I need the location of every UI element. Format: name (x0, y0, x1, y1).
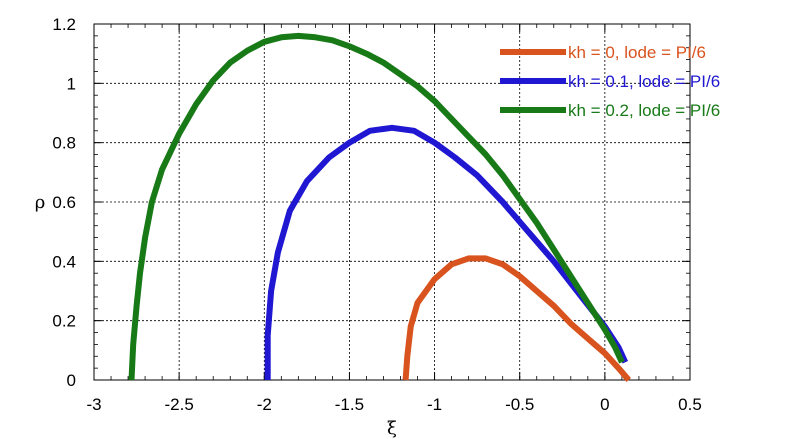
legend-label-1: kh = 0, lode = PI/6 (568, 43, 706, 62)
series-line-3 (128, 32, 625, 381)
y-tick-label: 0.6 (52, 193, 76, 212)
y-tick-label: 0 (67, 371, 76, 390)
y-tick-label: 0.2 (52, 312, 76, 331)
y-tick-label: 0.4 (52, 252, 76, 271)
x-tick-label: -3 (86, 395, 101, 414)
y-tick-label: 1 (67, 74, 76, 93)
x-tick-labels: -3 -2.5 -2 -1.5 -1 -0.5 0 0.5 (86, 395, 701, 414)
series-lines (128, 32, 631, 382)
axis-ticks (93, 23, 691, 381)
legend: kh = 0, lode = PI/6 kh = 0.1, lode = PI/6… (500, 43, 720, 120)
x-axis-title: ξ (387, 418, 397, 439)
x-tick-label: -2.5 (164, 395, 193, 414)
x-tick-label: -1 (427, 395, 442, 414)
x-tick-label: -0.5 (505, 395, 534, 414)
x-tick-label: -2 (257, 395, 272, 414)
x-tick-label: 0 (600, 395, 609, 414)
grid-lines (94, 24, 690, 380)
legend-label-2: kh = 0.1, lode = PI/6 (568, 72, 720, 91)
x-tick-label: -1.5 (335, 395, 364, 414)
y-tick-label: 0.8 (52, 134, 76, 153)
legend-label-3: kh = 0.2, lode = PI/6 (568, 101, 720, 120)
y-tick-labels: 0 0.2 0.4 0.6 0.8 1 1.2 (52, 15, 76, 390)
y-tick-label: 1.2 (52, 15, 76, 34)
series-line-1 (402, 255, 631, 382)
series-line-2 (264, 124, 629, 380)
y-axis-title: ρ (35, 192, 46, 213)
x-tick-label: 0.5 (678, 395, 702, 414)
